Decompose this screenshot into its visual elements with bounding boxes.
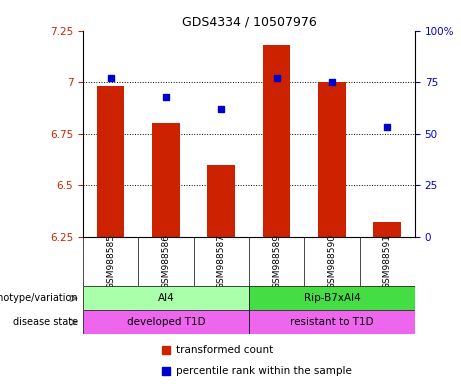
Text: disease state: disease state bbox=[13, 317, 78, 327]
Text: resistant to T1D: resistant to T1D bbox=[290, 317, 374, 327]
Text: GSM988585: GSM988585 bbox=[106, 234, 115, 289]
Bar bbox=[207, 164, 235, 237]
Title: GDS4334 / 10507976: GDS4334 / 10507976 bbox=[182, 15, 316, 28]
Bar bbox=[152, 123, 180, 237]
Bar bbox=[83, 310, 249, 334]
Text: GSM988589: GSM988589 bbox=[272, 234, 281, 289]
Text: percentile rank within the sample: percentile rank within the sample bbox=[176, 366, 352, 376]
Bar bbox=[249, 286, 415, 310]
Text: GSM988587: GSM988587 bbox=[217, 234, 226, 289]
Text: transformed count: transformed count bbox=[176, 345, 273, 355]
Bar bbox=[263, 45, 290, 237]
Text: developed T1D: developed T1D bbox=[127, 317, 205, 327]
Bar bbox=[97, 86, 124, 237]
Bar bbox=[318, 82, 346, 237]
Text: GSM988586: GSM988586 bbox=[161, 234, 171, 289]
Text: GSM988590: GSM988590 bbox=[327, 234, 337, 289]
Bar bbox=[249, 310, 415, 334]
Text: genotype/variation: genotype/variation bbox=[0, 293, 78, 303]
Text: Rip-B7xAI4: Rip-B7xAI4 bbox=[303, 293, 361, 303]
Bar bbox=[83, 286, 249, 310]
Text: AI4: AI4 bbox=[158, 293, 174, 303]
Bar bbox=[373, 222, 401, 237]
Text: GSM988591: GSM988591 bbox=[383, 234, 392, 289]
